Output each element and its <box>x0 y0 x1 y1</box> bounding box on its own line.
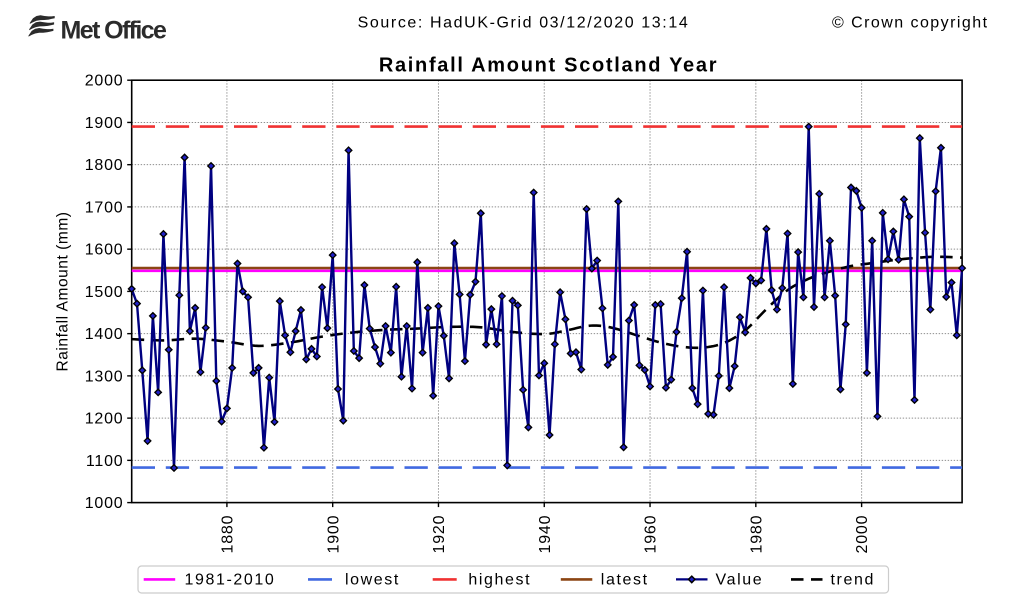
svg-text:1200: 1200 <box>85 411 124 428</box>
svg-text:1700: 1700 <box>85 199 124 216</box>
svg-text:1981-2010: 1981-2010 <box>185 572 276 589</box>
svg-text:lowest: lowest <box>345 572 400 589</box>
svg-text:Value: Value <box>716 572 764 589</box>
svg-text:1880: 1880 <box>220 515 237 554</box>
svg-text:1300: 1300 <box>85 368 124 385</box>
svg-text:1400: 1400 <box>85 326 124 343</box>
svg-text:1600: 1600 <box>85 242 124 259</box>
svg-text:Source: HadUK-Grid 03/12/2020: Source: HadUK-Grid 03/12/2020 13:14 <box>358 15 690 32</box>
svg-text:1100: 1100 <box>86 453 124 470</box>
svg-text:1000: 1000 <box>85 495 124 512</box>
svg-text:1500: 1500 <box>85 284 124 301</box>
svg-text:trend: trend <box>831 572 875 589</box>
svg-text:Rainfall Amount Scotland Year: Rainfall Amount Scotland Year <box>379 55 718 77</box>
svg-text:latest: latest <box>601 572 649 589</box>
svg-text:1900: 1900 <box>325 515 342 554</box>
svg-text:1980: 1980 <box>748 515 765 554</box>
svg-text:1920: 1920 <box>431 515 448 554</box>
svg-text:1940: 1940 <box>537 515 554 554</box>
svg-text:1800: 1800 <box>85 157 124 174</box>
svg-text:1900: 1900 <box>85 115 124 132</box>
svg-text:Met Office: Met Office <box>61 17 168 45</box>
svg-text:highest: highest <box>468 572 531 589</box>
svg-text:Rainfall Amount (mm): Rainfall Amount (mm) <box>55 211 72 371</box>
svg-text:1960: 1960 <box>643 515 660 554</box>
svg-text:2000: 2000 <box>854 515 871 554</box>
svg-text:© Crown copyright: © Crown copyright <box>832 15 989 32</box>
svg-text:2000: 2000 <box>85 73 124 90</box>
